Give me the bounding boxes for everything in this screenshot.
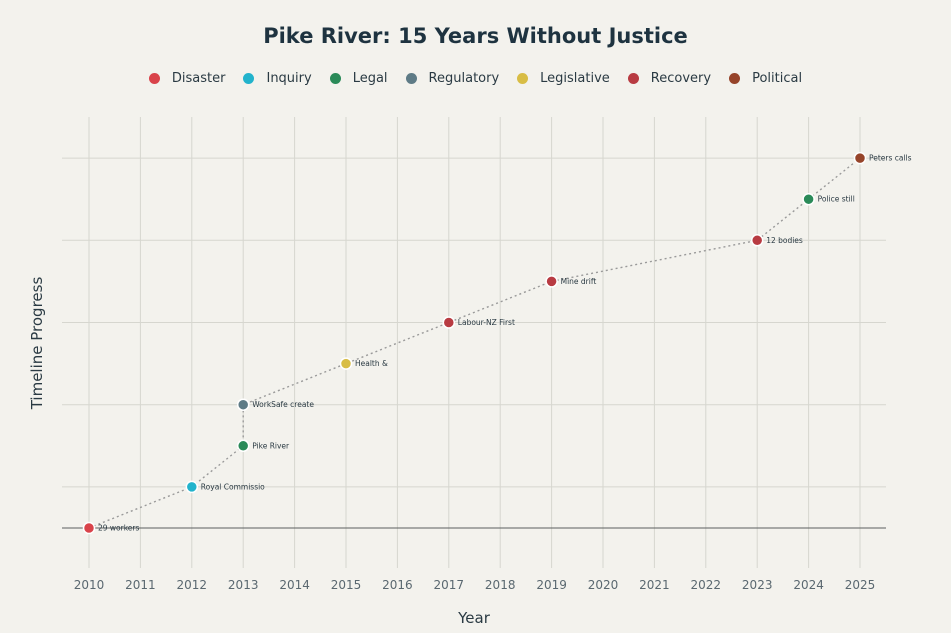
x-tick-label: 2011	[125, 578, 156, 592]
data-point[interactable]	[339, 357, 353, 370]
x-tick-label: 2024	[793, 578, 824, 592]
legend-label: Legislative	[540, 71, 610, 86]
legend-item-political[interactable]: Political	[729, 71, 802, 86]
legend-swatch	[517, 73, 529, 84]
data-point[interactable]	[750, 234, 764, 247]
data-point[interactable]	[853, 151, 867, 165]
legend-item-legislative[interactable]: Legislative	[517, 71, 610, 86]
legend-swatch	[627, 73, 639, 84]
legend-label: Legal	[352, 71, 388, 86]
legend-item-regulatory[interactable]: Regulatory	[405, 71, 500, 86]
legend-swatch	[729, 73, 741, 84]
legend: Disaster Inquiry Legal Regulatory Legislativ…	[0, 71, 951, 86]
x-tick-label: 2023	[742, 578, 773, 592]
legend-item-inquiry[interactable]: Inquiry	[243, 71, 312, 86]
legend-item-legal[interactable]: Legal	[329, 71, 388, 86]
data-point[interactable]	[442, 316, 456, 329]
point-label: Health &	[355, 359, 388, 368]
point-label: Royal Commissio	[201, 482, 265, 491]
point-label: Mine drift	[561, 277, 597, 286]
legend-item-disaster[interactable]: Disaster	[148, 71, 226, 86]
x-axis-title: Year	[457, 609, 491, 627]
point-label: Peters calls	[869, 154, 912, 163]
point-label: Labour-NZ First	[458, 318, 515, 327]
legend-label: Regulatory	[428, 71, 500, 86]
point-label: WorkSafe create	[252, 400, 314, 409]
x-tick-label: 2025	[845, 578, 876, 592]
x-tick-label: 2012	[177, 578, 208, 592]
x-tick-label: 2016	[382, 578, 413, 592]
legend-swatch	[148, 73, 160, 84]
point-label: 12 bodies	[766, 236, 803, 245]
data-point[interactable]	[185, 480, 199, 494]
legend-label: Recovery	[650, 71, 712, 86]
data-point[interactable]	[545, 275, 558, 288]
point-label: Police still	[818, 195, 855, 204]
x-tick-label: 2015	[331, 578, 362, 592]
timeline-connector	[88, 157, 861, 529]
data-point[interactable]	[82, 521, 96, 535]
point-label: 29 workers	[98, 524, 140, 533]
x-tick-label: 2018	[485, 578, 516, 592]
legend-swatch	[329, 73, 341, 84]
legend-item-recovery[interactable]: Recovery	[627, 71, 712, 86]
data-point[interactable]	[236, 398, 250, 411]
legend-label: Disaster	[171, 71, 226, 86]
x-tick-label: 2017	[434, 578, 465, 592]
y-axis-title: Timeline Progress	[28, 277, 46, 411]
x-tick-label: 2022	[691, 578, 722, 592]
x-tick-label: 2014	[279, 578, 310, 592]
chart-title: Pike River: 15 Years Without Justice	[263, 24, 688, 48]
data-point[interactable]	[802, 192, 815, 206]
legend-label: Political	[752, 71, 803, 86]
x-tick-label: 2021	[639, 578, 670, 592]
legend-swatch	[405, 73, 417, 84]
x-tick-label: 2019	[536, 578, 567, 592]
legend-label: Inquiry	[266, 71, 312, 86]
x-tick-label: 2010	[74, 578, 105, 592]
x-tick-label: 2020	[588, 578, 619, 592]
data-point[interactable]	[236, 439, 250, 453]
x-tick-label: 2013	[228, 578, 259, 592]
legend-swatch	[243, 73, 255, 84]
point-label: Pike River	[252, 441, 290, 450]
